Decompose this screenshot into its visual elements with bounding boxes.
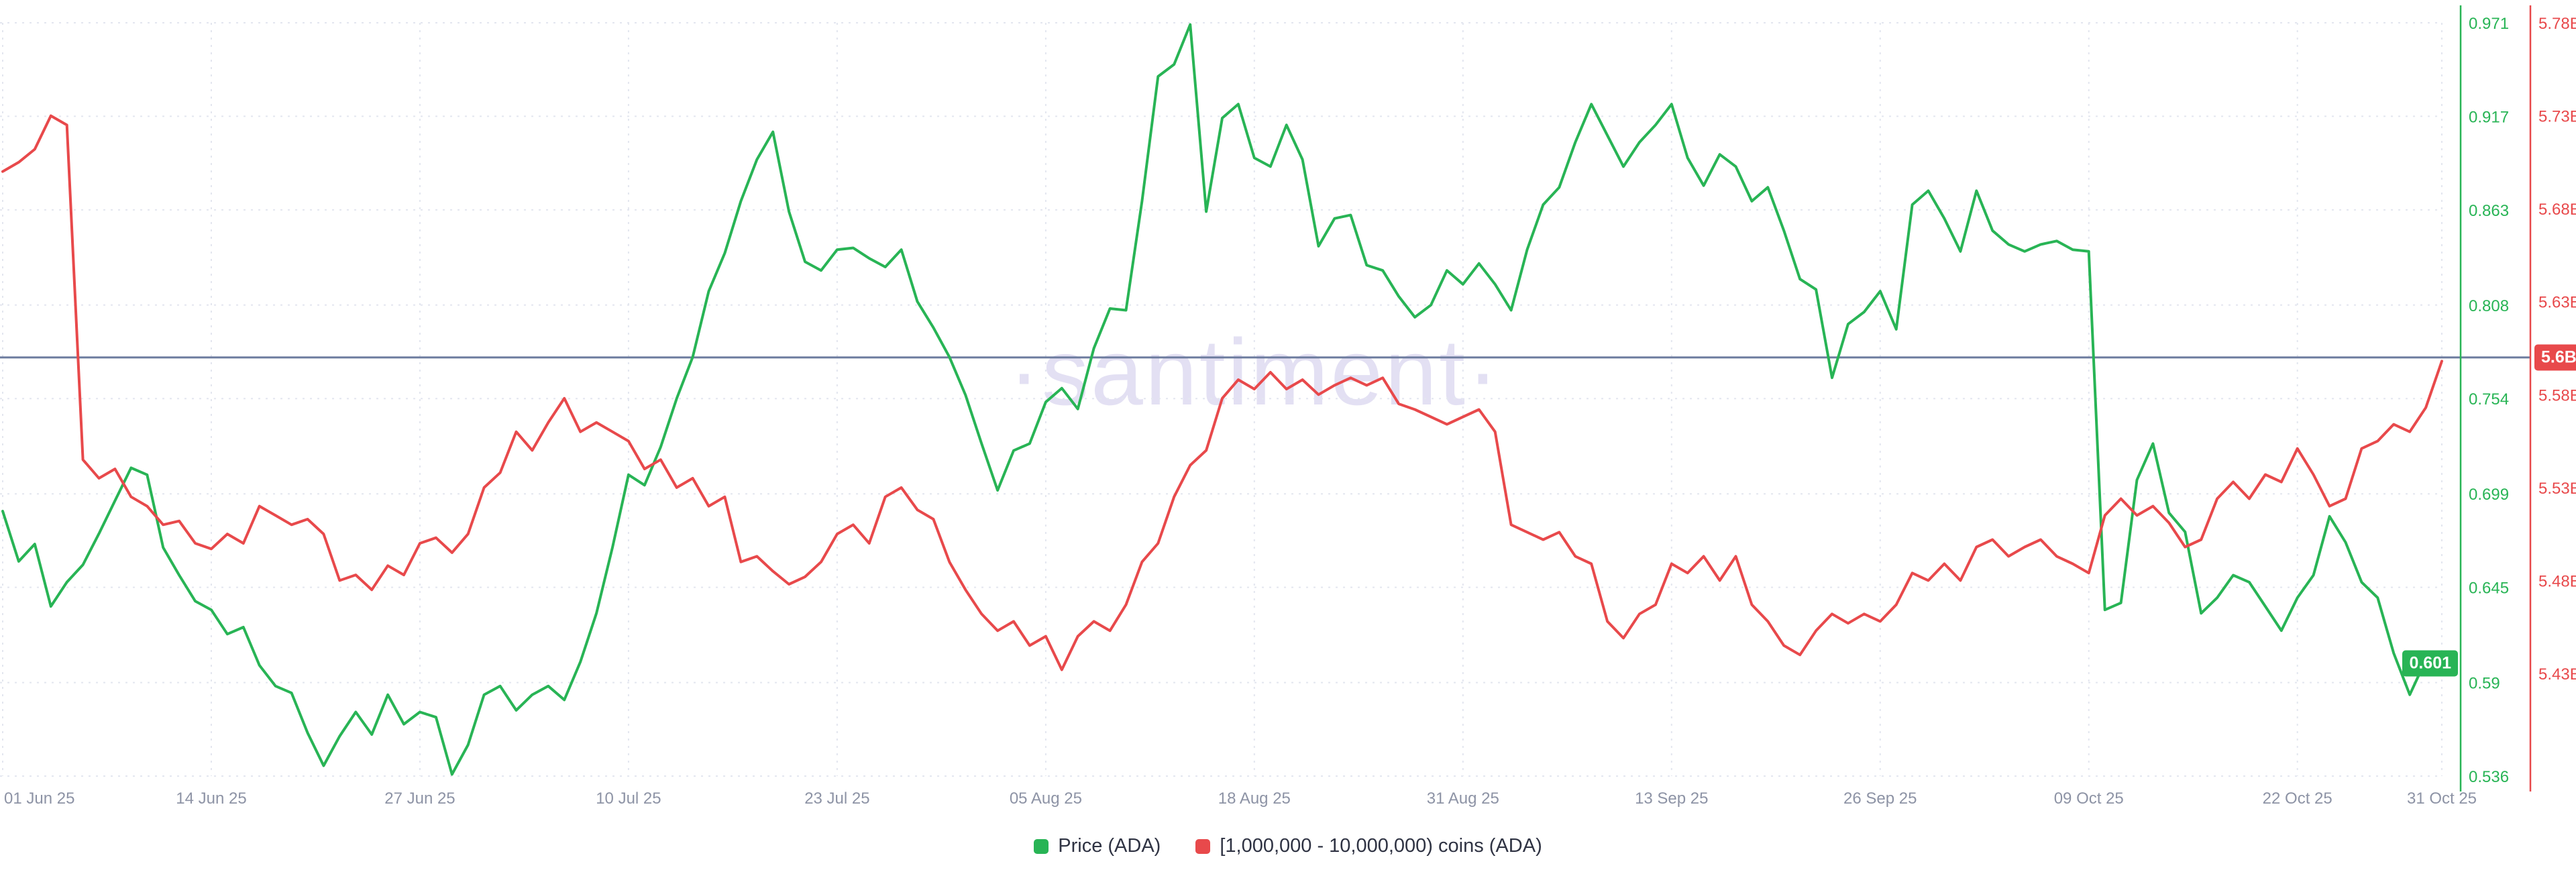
- svg-text:09 Oct 25: 09 Oct 25: [2054, 789, 2124, 808]
- svg-text:5.53B: 5.53B: [2538, 480, 2576, 498]
- svg-text:5.73B: 5.73B: [2538, 108, 2576, 126]
- svg-text:31 Aug 25: 31 Aug 25: [1427, 789, 1499, 808]
- supply-axis-labels: 5.78B 5.73B 5.68B 5.63B 5.58B 5.53B 5.48B 5.43B: [2538, 15, 2576, 684]
- svg-text:5.48B: 5.48B: [2538, 572, 2576, 590]
- svg-text:0.645: 0.645: [2469, 580, 2509, 598]
- svg-text:26 Sep 25: 26 Sep 25: [1843, 789, 1917, 808]
- svg-text:0.971: 0.971: [2469, 15, 2509, 33]
- chart-legend: Price (ADA) [1,000,000 - 10,000,000) coi…: [0, 835, 2576, 857]
- svg-text:10 Jul 25: 10 Jul 25: [596, 789, 661, 808]
- svg-text:31 Oct 25: 31 Oct 25: [2407, 789, 2477, 808]
- svg-text:01 Jun 25: 01 Jun 25: [4, 789, 74, 808]
- supply-legend-label: [1,000,000 - 10,000,000) coins (ADA): [1220, 835, 1542, 857]
- svg-text:05 Aug 25: 05 Aug 25: [1010, 789, 1082, 808]
- price-series-line: [1, 23, 2443, 776]
- svg-text:5.68B: 5.68B: [2538, 201, 2576, 219]
- svg-text:5.78B: 5.78B: [2538, 15, 2576, 33]
- supply-series-line: [1, 114, 2443, 671]
- price-legend-label: Price (ADA): [1058, 835, 1161, 857]
- svg-text:5.58B: 5.58B: [2538, 386, 2576, 404]
- legend-item-price[interactable]: Price (ADA): [1034, 835, 1161, 857]
- svg-text:13 Sep 25: 13 Sep 25: [1635, 789, 1708, 808]
- svg-text:5.43B: 5.43B: [2538, 665, 2576, 684]
- svg-text:27 Jun 25: 27 Jun 25: [384, 789, 455, 808]
- svg-text:0.808: 0.808: [2469, 297, 2509, 315]
- svg-text:0.917: 0.917: [2469, 108, 2509, 126]
- svg-text:0.754: 0.754: [2469, 390, 2509, 408]
- santiment-watermark: ·santiment·: [1008, 319, 1501, 425]
- svg-text:23 Jul 25: 23 Jul 25: [804, 789, 869, 808]
- supply-latest-badge: 5.6B: [2534, 344, 2576, 371]
- axis-lines: [2459, 5, 2532, 792]
- price-legend-swatch: [1034, 838, 1049, 854]
- x-axis-labels: 01 Jun 25 14 Jun 25 27 Jun 25 10 Jul 25 23 J…: [4, 789, 2477, 808]
- legend-item-supply[interactable]: [1,000,000 - 10,000,000) coins (ADA): [1195, 835, 1542, 857]
- svg-text:0.59: 0.59: [2469, 675, 2500, 693]
- price-latest-badge: 0.601: [2402, 650, 2458, 677]
- supply-legend-swatch: [1195, 838, 1211, 854]
- svg-text:0.536: 0.536: [2469, 768, 2509, 786]
- svg-text:0.863: 0.863: [2469, 202, 2509, 220]
- svg-text:18 Aug 25: 18 Aug 25: [1218, 789, 1291, 808]
- svg-text:5.63B: 5.63B: [2538, 294, 2576, 312]
- svg-text:22 Oct 25: 22 Oct 25: [2263, 789, 2332, 808]
- grid-lines: [0, 22, 2443, 777]
- svg-text:14 Jun 25: 14 Jun 25: [176, 789, 246, 808]
- svg-text:0.699: 0.699: [2469, 486, 2509, 504]
- price-axis-labels: 0.971 0.917 0.863 0.808 0.754 0.699 0.645 0.59 0…: [2469, 15, 2509, 786]
